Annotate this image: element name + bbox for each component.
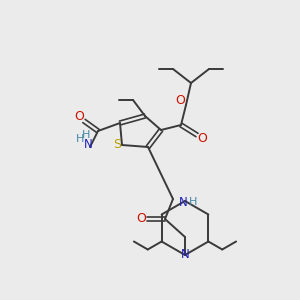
Text: H: H (76, 134, 84, 144)
Text: O: O (175, 94, 185, 107)
Text: N: N (84, 139, 92, 152)
Text: O: O (197, 131, 207, 145)
Text: O: O (136, 212, 146, 226)
Text: H: H (189, 197, 197, 207)
Text: S: S (113, 139, 121, 152)
Text: H: H (82, 130, 90, 140)
Text: N: N (178, 196, 188, 208)
Text: N: N (181, 248, 189, 262)
Text: O: O (74, 110, 84, 124)
